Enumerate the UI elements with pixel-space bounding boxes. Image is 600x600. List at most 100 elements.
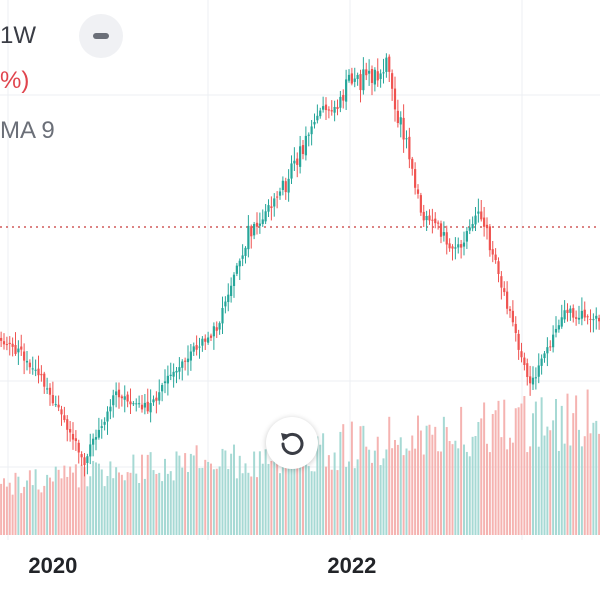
candle-body — [106, 411, 109, 422]
candle-body — [8, 342, 11, 345]
volume-bar — [399, 437, 402, 535]
volume-bar — [517, 407, 520, 535]
volume-bar — [146, 454, 149, 535]
volume-bar — [241, 473, 244, 535]
volume-bar — [138, 482, 141, 535]
volume-bar — [457, 448, 460, 535]
candle-body — [428, 215, 431, 221]
volume-bar — [149, 452, 152, 535]
candle-body — [74, 438, 77, 442]
volume-bar — [14, 472, 17, 535]
candle-body — [508, 309, 512, 311]
volume-bar — [141, 454, 143, 535]
candle-body — [529, 376, 532, 384]
candle-body — [86, 456, 89, 464]
volume-bar — [362, 425, 365, 535]
volume-bar — [3, 478, 5, 535]
volume-bar — [310, 471, 313, 535]
volume-bar — [497, 400, 500, 535]
candle-body — [575, 317, 578, 319]
reset-chart-button[interactable] — [266, 417, 318, 469]
candle-body — [485, 224, 489, 229]
candle-body — [97, 429, 100, 438]
candle-body — [89, 444, 92, 457]
candle-body — [454, 247, 457, 249]
candle-body — [80, 454, 83, 458]
candle-body — [71, 433, 75, 440]
candle-body — [494, 254, 497, 261]
candle-body — [120, 396, 123, 399]
volume-bar — [414, 448, 417, 535]
candle-body — [448, 243, 451, 249]
candle-body — [155, 397, 158, 401]
volume-bar — [112, 478, 115, 535]
candle-body — [20, 346, 23, 350]
candle-body — [534, 377, 537, 379]
volume-bar — [385, 449, 388, 535]
x-tick-label: 2020 — [28, 553, 77, 578]
candle-body — [284, 181, 287, 193]
candle-body — [552, 334, 555, 348]
volume-bar — [477, 422, 480, 535]
volume-bar — [448, 441, 451, 535]
volume-bar — [164, 458, 166, 535]
candle-body — [526, 363, 529, 378]
candle-body — [414, 169, 417, 188]
volume-bar — [247, 472, 250, 535]
volume-bar — [566, 393, 569, 535]
candle-body — [31, 368, 34, 370]
volume-bar — [264, 449, 267, 535]
candle-body — [112, 395, 115, 406]
candle-body — [419, 195, 422, 213]
collapse-legend-button[interactable] — [79, 14, 123, 58]
volume-bar — [520, 403, 523, 535]
volume-bar — [359, 426, 362, 535]
volume-bar — [54, 466, 57, 535]
candle-body — [258, 223, 261, 226]
volume-bar — [92, 460, 95, 535]
candle-body — [17, 348, 20, 353]
volume-bar — [514, 408, 517, 535]
candle-body — [353, 78, 356, 82]
volume-bar — [330, 469, 333, 535]
volume-bar — [281, 449, 284, 535]
volume-bar — [233, 444, 235, 535]
volume-bar — [491, 413, 494, 535]
candle-body — [299, 146, 302, 167]
volume-bar — [103, 486, 106, 535]
candle-body — [287, 178, 290, 193]
volume-bar — [296, 462, 299, 535]
volume-bar — [235, 478, 238, 535]
volume-bar — [557, 450, 560, 535]
candle-body — [129, 401, 132, 405]
candle-body — [477, 211, 480, 214]
candle-body — [580, 310, 583, 319]
volume-bar — [0, 483, 3, 535]
volume-bar — [299, 448, 302, 535]
candle-body — [402, 117, 405, 140]
candle-body — [184, 360, 187, 362]
candle-body — [506, 291, 509, 309]
candle-body — [54, 404, 57, 406]
volume-bar — [204, 459, 207, 535]
volume-bar — [549, 430, 552, 535]
volume-bar — [106, 475, 109, 535]
volume-bar — [8, 482, 11, 535]
candle-body — [241, 255, 244, 259]
candle-body — [376, 71, 379, 81]
volume-bar — [49, 477, 51, 535]
candle-body — [537, 365, 540, 377]
candle-body — [34, 369, 37, 371]
volume-bar — [95, 462, 97, 535]
candle-body — [14, 345, 17, 354]
volume-bar — [307, 466, 310, 535]
candle-body — [511, 310, 514, 323]
volume-bar — [529, 446, 532, 535]
candle-body — [345, 79, 348, 102]
candle-body — [324, 104, 328, 111]
volume-bar — [250, 476, 253, 535]
volume-bar — [184, 453, 187, 535]
candle-body — [560, 317, 563, 327]
